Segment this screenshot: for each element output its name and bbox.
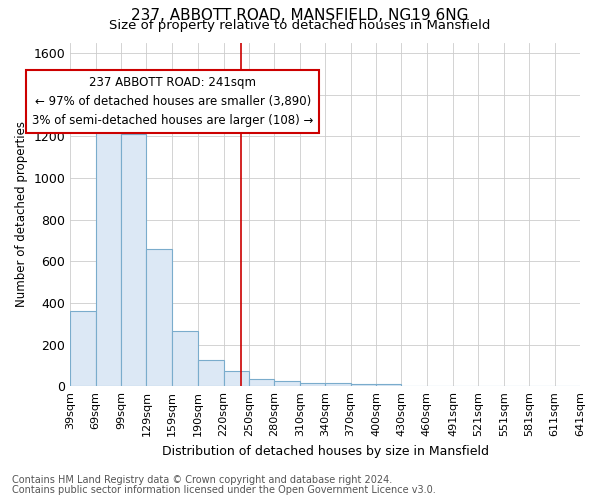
Bar bbox=[121, 134, 146, 386]
Bar bbox=[146, 249, 172, 386]
Bar bbox=[224, 370, 249, 386]
Bar bbox=[95, 126, 121, 386]
Bar bbox=[376, 384, 401, 386]
Bar bbox=[70, 312, 95, 386]
Bar bbox=[172, 331, 198, 386]
Bar bbox=[300, 383, 325, 386]
Bar bbox=[325, 383, 350, 386]
Bar bbox=[249, 379, 274, 386]
Text: Contains HM Land Registry data © Crown copyright and database right 2024.: Contains HM Land Registry data © Crown c… bbox=[12, 475, 392, 485]
Text: Size of property relative to detached houses in Mansfield: Size of property relative to detached ho… bbox=[109, 19, 491, 32]
Bar bbox=[350, 384, 376, 386]
Text: 237, ABBOTT ROAD, MANSFIELD, NG19 6NG: 237, ABBOTT ROAD, MANSFIELD, NG19 6NG bbox=[131, 8, 469, 22]
Text: 237 ABBOTT ROAD: 241sqm
← 97% of detached houses are smaller (3,890)
3% of semi-: 237 ABBOTT ROAD: 241sqm ← 97% of detache… bbox=[32, 76, 313, 127]
Bar bbox=[274, 381, 300, 386]
X-axis label: Distribution of detached houses by size in Mansfield: Distribution of detached houses by size … bbox=[161, 444, 488, 458]
Text: Contains public sector information licensed under the Open Government Licence v3: Contains public sector information licen… bbox=[12, 485, 436, 495]
Y-axis label: Number of detached properties: Number of detached properties bbox=[15, 122, 28, 308]
Bar bbox=[198, 360, 224, 386]
